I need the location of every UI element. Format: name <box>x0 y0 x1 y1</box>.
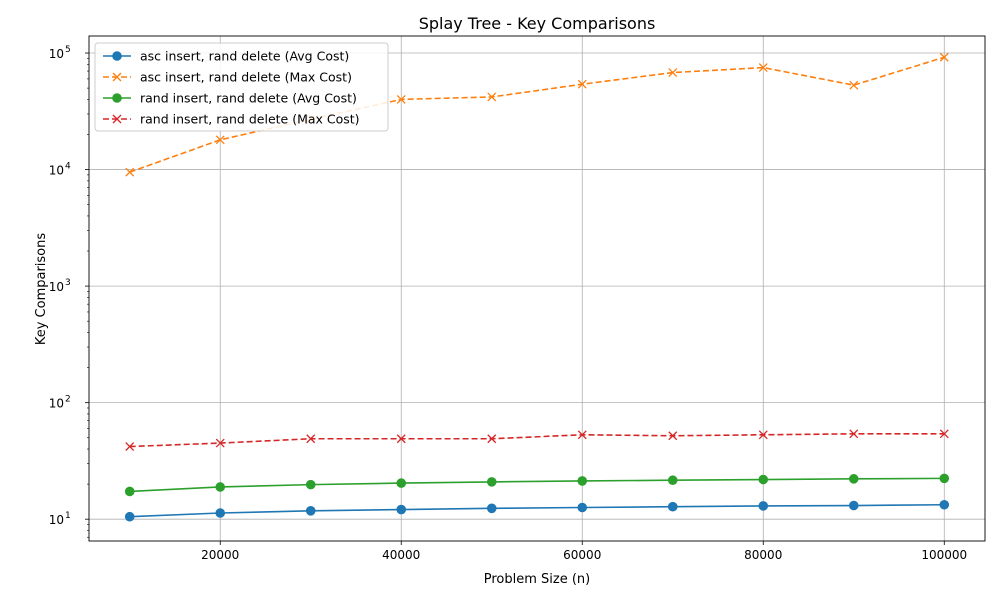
legend-label: asc insert, rand delete (Max Cost) <box>140 70 352 85</box>
y-tick-exponent: 1 <box>65 511 71 521</box>
legend-item: rand insert, rand delete (Max Cost) <box>103 112 360 127</box>
y-tick-exponent: 4 <box>65 162 71 172</box>
data-point <box>397 505 406 514</box>
legend-label: asc insert, rand delete (Avg Cost) <box>140 49 349 64</box>
data-point <box>487 504 496 513</box>
data-point <box>668 476 677 485</box>
legend-item: asc insert, rand delete (Avg Cost) <box>103 49 349 64</box>
data-point <box>668 502 677 511</box>
y-tick-exponent: 2 <box>65 395 71 405</box>
data-point <box>125 487 134 496</box>
data-point <box>397 479 406 488</box>
data-point <box>940 474 949 483</box>
legend-label: rand insert, rand delete (Max Cost) <box>140 112 360 127</box>
legend: asc insert, rand delete (Avg Cost) asc in… <box>95 43 388 131</box>
y-tick-label: 10 <box>49 397 64 411</box>
legend-item: rand insert, rand delete (Avg Cost) <box>103 91 357 106</box>
y-axis-label: Key Comparisons <box>34 233 49 346</box>
x-axis-label: Problem Size (n) <box>484 572 590 587</box>
data-point <box>849 501 858 510</box>
data-point <box>487 478 496 487</box>
data-point <box>125 512 134 521</box>
data-point <box>216 509 225 518</box>
data-point <box>759 502 768 511</box>
x-tick-label: 60000 <box>563 548 601 562</box>
y-tick-label: 10 <box>49 47 64 61</box>
chart-title: Splay Tree - Key Comparisons <box>419 14 656 33</box>
x-tick-label: 40000 <box>382 548 420 562</box>
data-point <box>940 500 949 509</box>
legend-label: rand insert, rand delete (Avg Cost) <box>140 91 357 106</box>
data-point <box>306 480 315 489</box>
y-tick-label: 10 <box>49 164 64 178</box>
data-point <box>113 52 122 61</box>
y-tick-label: 10 <box>49 280 64 294</box>
data-point <box>113 94 122 103</box>
y-tick-label: 10 <box>49 513 64 527</box>
y-tick-exponent: 5 <box>65 45 71 55</box>
data-point <box>216 483 225 492</box>
data-point <box>578 503 587 512</box>
y-tick-exponent: 3 <box>65 278 71 288</box>
x-tick-label: 20000 <box>201 548 239 562</box>
legend-item: asc insert, rand delete (Max Cost) <box>103 70 352 85</box>
data-point <box>306 507 315 516</box>
x-tick-label: 80000 <box>744 548 782 562</box>
data-point <box>849 475 858 484</box>
data-point <box>578 477 587 486</box>
data-point <box>759 475 768 484</box>
x-tick-label: 100000 <box>921 548 967 562</box>
